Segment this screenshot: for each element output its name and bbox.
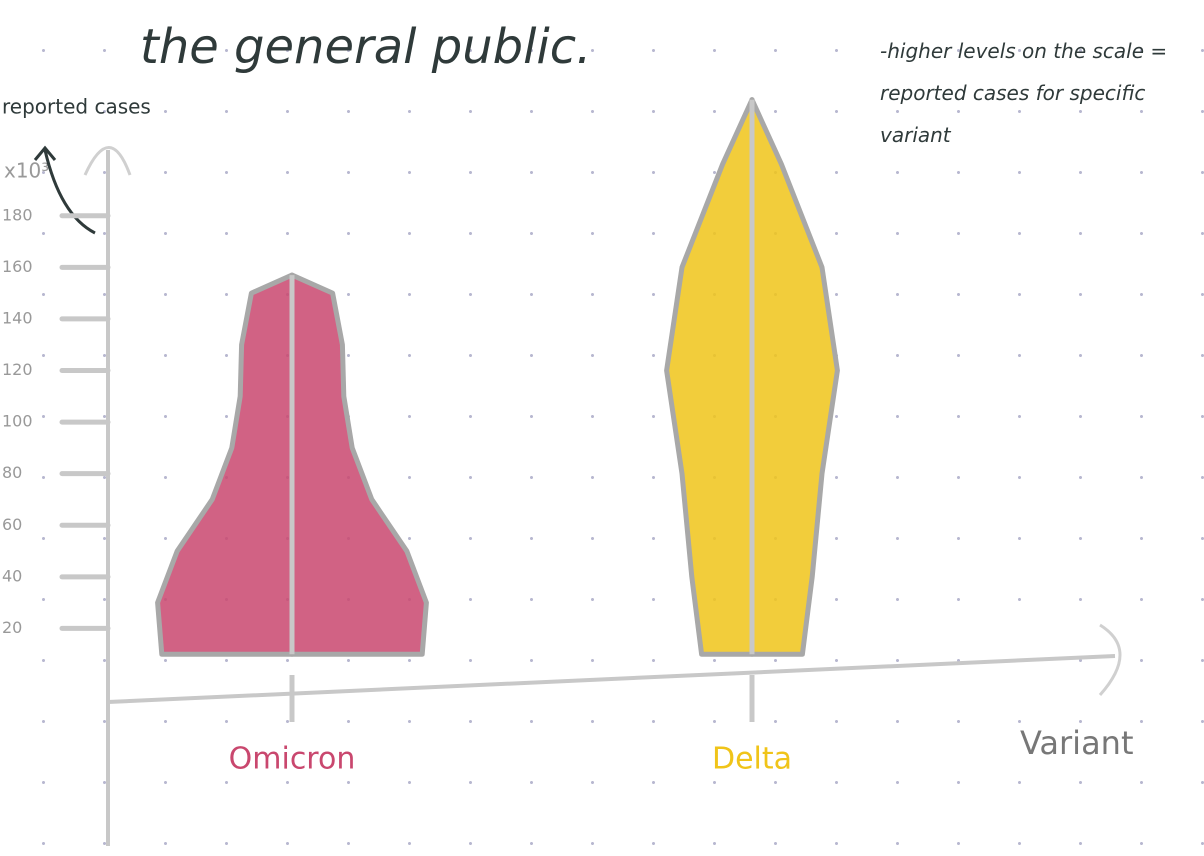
y-axis-label: reported cases <box>2 95 151 119</box>
violin-half <box>289 272 429 657</box>
y-tick-label: 180 <box>2 205 33 224</box>
x-axis <box>107 654 1116 704</box>
annotation-box: -higher levels on the scale = reported c… <box>880 39 1168 147</box>
y-tick-label: 100 <box>2 412 33 431</box>
y-tick-label: 60 <box>2 515 22 534</box>
chart-title: the general public. <box>140 19 591 75</box>
x-tick-label: Delta <box>712 742 792 777</box>
violin-half <box>749 97 840 657</box>
y-tick-label: 160 <box>2 257 33 276</box>
y-tick-label: 20 <box>2 618 22 637</box>
x-arrow <box>1098 623 1122 696</box>
pointer-arrow <box>33 145 96 235</box>
y-axis-unit: x10³ <box>4 159 49 183</box>
y-tick-label: 80 <box>2 463 22 482</box>
y-tick-label: 40 <box>2 566 22 585</box>
y-tick-label: 120 <box>2 360 33 379</box>
x-axis-label: Variant <box>1020 724 1134 762</box>
x-tick-label: Omicron <box>229 742 356 777</box>
violin-half <box>155 272 295 657</box>
y-arrow <box>83 146 132 176</box>
y-tick-label: 140 <box>2 308 33 327</box>
annotation: -higher levels on the scale = reported c… <box>880 39 1168 147</box>
violin-half <box>664 97 755 657</box>
